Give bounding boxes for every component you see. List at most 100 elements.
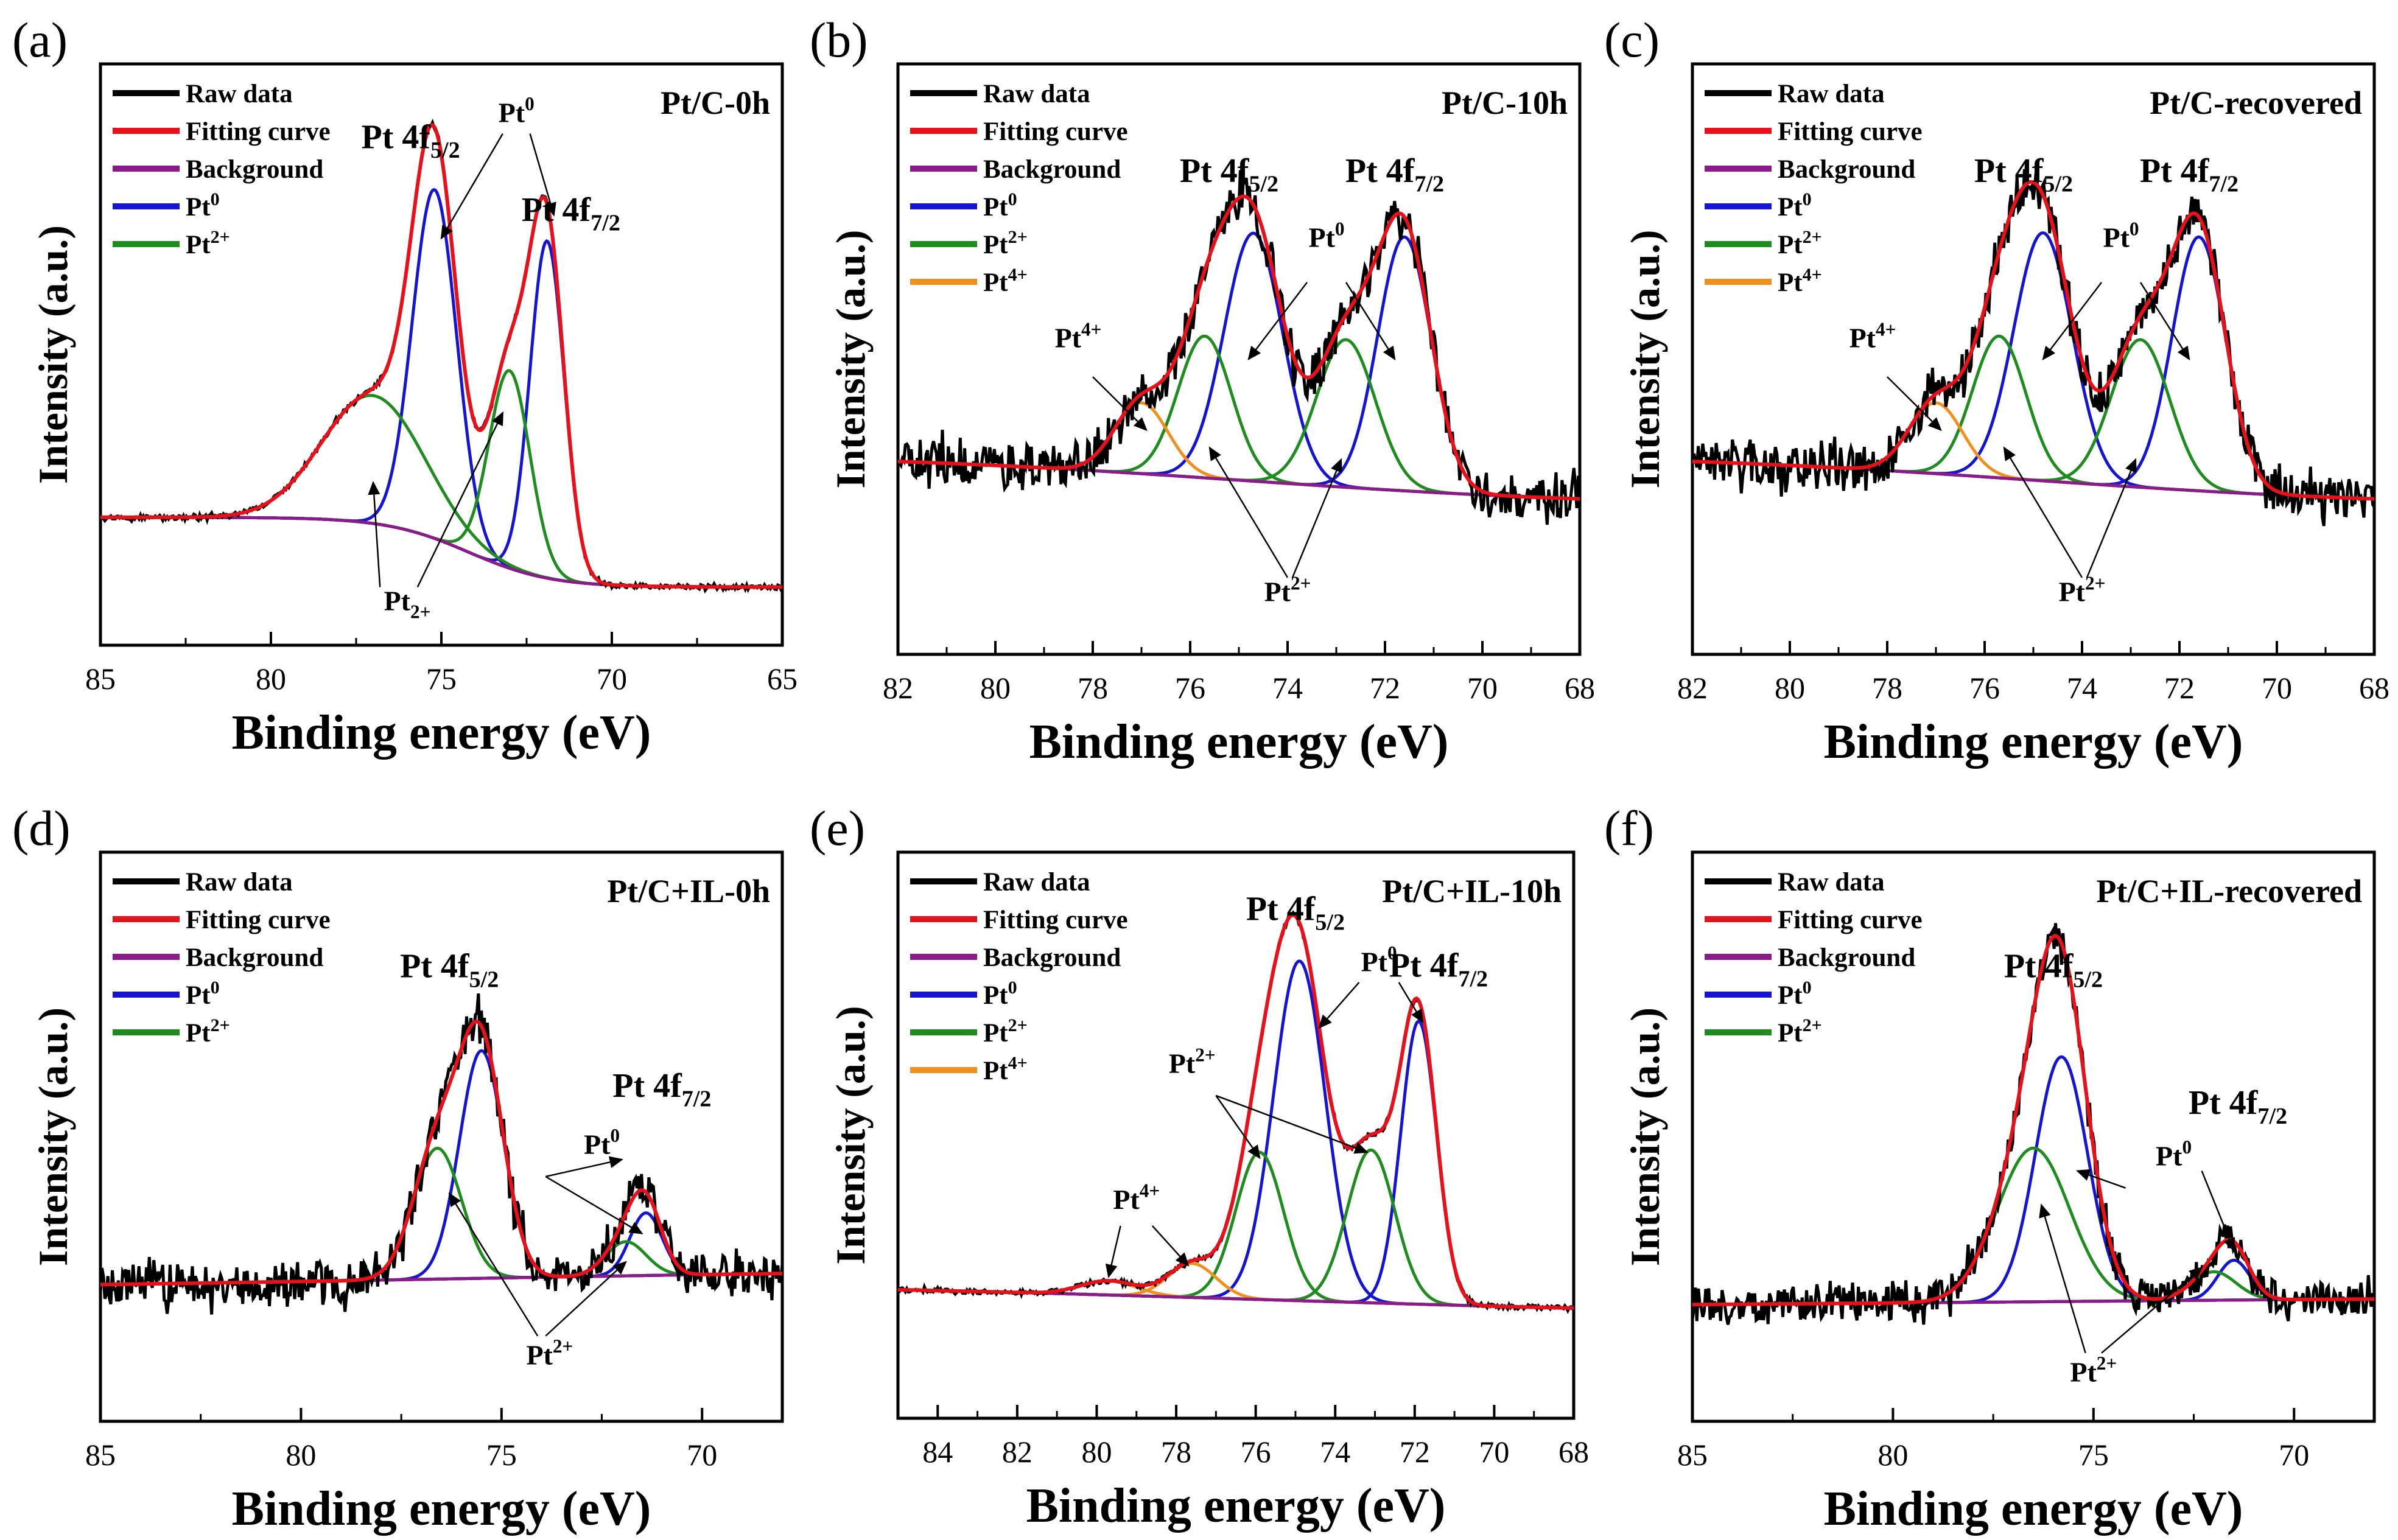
peak-label: Pt 4f5/2	[2004, 948, 2103, 993]
component-Pt0-curve	[898, 959, 1574, 1310]
panel-e: 84 82 80 78 76 74 72 70 68 Binding energy (eV) Int…	[810, 800, 1589, 1533]
y-axis-label: Intensity (a.u.)	[1622, 229, 1668, 488]
component-Pt2plus-curve	[100, 369, 782, 589]
panel-c: 82 80 78 76 74 72 70 68 Binding energy (eV) Inten…	[1604, 12, 2389, 769]
annotation-arrow	[1105, 1225, 1121, 1278]
fitting-curve	[100, 1020, 782, 1287]
x-tick-label: 70	[1467, 671, 1498, 705]
x-tick-label: 76	[1241, 1435, 1271, 1469]
x-axis-label: Binding energy (eV)	[1824, 715, 2243, 769]
fitting-curve	[897, 194, 1580, 501]
peak-label: Pt 4f7/2	[612, 1067, 711, 1112]
legend-label: Pt4+	[983, 1053, 1028, 1085]
legend-label: Pt2+	[1778, 1015, 1822, 1048]
legend-label: Pt2+	[1778, 227, 1822, 259]
panel-label: (d)	[12, 800, 71, 856]
x-tick-label: 74	[1272, 671, 1303, 705]
component-Pt2plus-curve	[897, 334, 1580, 501]
fitting-curve	[1692, 180, 2375, 501]
legend-label: Pt0	[983, 189, 1017, 222]
annotation-arrow	[545, 1261, 627, 1337]
sample-title: Pt/C+IL-recovered	[2096, 873, 2362, 909]
sample-title: Pt/C-0h	[661, 85, 770, 121]
species-label: Pt2+	[2070, 1353, 2117, 1387]
panel-label: (f)	[1604, 800, 1654, 856]
annotation-arrow	[545, 1175, 643, 1234]
x-tick-label: 80	[286, 1438, 316, 1472]
plot-frame	[896, 850, 1576, 1420]
x-tick-label: 78	[1872, 671, 1902, 705]
annotation-arrow	[545, 1156, 623, 1178]
x-tick-label: 68	[2359, 671, 2389, 705]
annotation-arrow	[1215, 1095, 1261, 1160]
legend-label: Pt4+	[1778, 265, 1822, 297]
annotation-arrow	[2042, 282, 2102, 360]
peak-label: Pt 4f5/2	[1974, 152, 2073, 197]
legend-label: Raw data	[1778, 80, 1885, 108]
y-axis-label: Intensity (a.u.)	[827, 229, 874, 488]
sample-title: Pt/C-10h	[1442, 85, 1568, 121]
annotation-arrow	[1092, 376, 1148, 432]
annotation-arrow	[368, 481, 381, 587]
x-tick-label: 68	[1558, 1435, 1589, 1469]
x-tick-label: 85	[85, 1438, 116, 1472]
annotation-arrow	[1398, 982, 1424, 1024]
annotation-arrow	[440, 133, 503, 240]
species-label: Pt2+	[1169, 1044, 1216, 1079]
legend-label: Pt0	[186, 978, 220, 1010]
annotation-arrow	[529, 133, 556, 217]
annotation-arrow	[1247, 282, 1308, 360]
annotation-arrow	[2101, 1266, 2203, 1354]
component-Pt0-curve	[1692, 1055, 2374, 1306]
annotation-arrow	[416, 411, 503, 588]
legend-label: Background	[1778, 943, 1915, 972]
x-tick-label: 72	[1400, 1435, 1430, 1469]
species-label: Pt2+	[526, 1335, 573, 1370]
legend-label: Pt0	[1778, 978, 1812, 1010]
annotation-arrow	[1318, 982, 1360, 1029]
peak-label: Pt 4f7/2	[2189, 1084, 2287, 1129]
annotation-arrow	[1208, 446, 1289, 578]
y-axis-label: Intensity (a.u.)	[827, 1006, 874, 1264]
annotation-arrow	[2039, 1203, 2086, 1354]
x-tick-label: 78	[1078, 671, 1108, 705]
x-tick-label: 75	[426, 662, 457, 696]
legend-label: Background	[186, 155, 323, 184]
x-tick-label: 70	[1479, 1435, 1509, 1469]
x-tick-label: 72	[2164, 671, 2195, 705]
y-axis-label: Intensity (a.u.)	[30, 225, 76, 484]
x-axis-label: Binding energy (eV)	[1029, 715, 1449, 769]
x-tick-label: 65	[767, 662, 798, 696]
species-label: Pt0	[1361, 942, 1397, 977]
panel-b: 82 80 78 76 74 72 70 68 Binding energy (eV) Inten…	[810, 12, 1595, 769]
legend-label: Pt0	[186, 189, 220, 222]
panel-label: (c)	[1604, 12, 1660, 68]
panel-label: (b)	[810, 12, 868, 68]
x-tick-label: 80	[1081, 1435, 1112, 1469]
annotation-arrow	[448, 1192, 539, 1337]
x-tick-label: 82	[1002, 1435, 1032, 1469]
x-tick-label: 75	[486, 1438, 517, 1472]
legend-label: Background	[186, 943, 323, 972]
peak-label: Pt 4f5/2	[1180, 152, 1278, 197]
x-tick-label: 82	[1677, 671, 1708, 705]
x-tick-label: 75	[2078, 1438, 2109, 1472]
x-tick-label: 74	[1320, 1435, 1350, 1469]
x-tick-label: 85	[85, 662, 116, 696]
x-tick-label: 85	[1677, 1438, 1708, 1472]
panel-label: (e)	[810, 800, 865, 856]
peak-label: Pt 4f5/2	[362, 118, 460, 163]
peak-label: Pt 4f7/2	[1345, 152, 1444, 197]
legend-label: Pt0	[1778, 189, 1812, 222]
legend-label: Raw data	[1778, 868, 1885, 897]
legend-label: Background	[983, 155, 1121, 184]
annotation-arrow	[2076, 1169, 2126, 1189]
sample-title: Pt/C+IL-10h	[1382, 873, 1562, 909]
x-tick-label: 70	[2262, 671, 2292, 705]
x-tick-label: 74	[2067, 671, 2097, 705]
species-label: Pt0	[1308, 218, 1344, 253]
annotation-arrow	[2201, 1171, 2235, 1252]
component-Pt2plus-curve	[100, 394, 782, 589]
species-label: Pt4+	[1055, 318, 1102, 353]
legend-label: Pt2+	[983, 1015, 1028, 1048]
